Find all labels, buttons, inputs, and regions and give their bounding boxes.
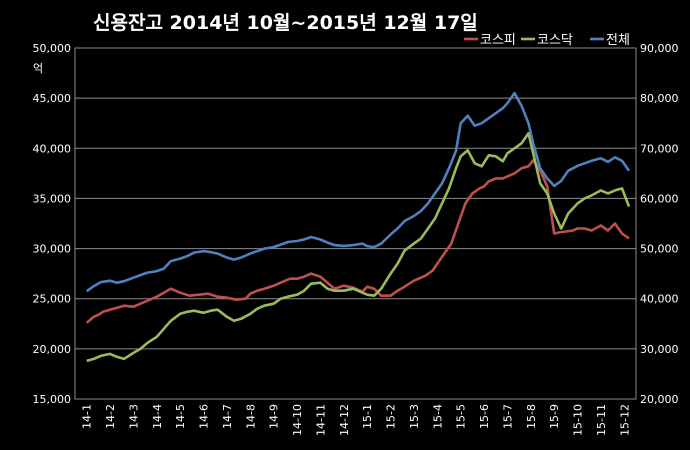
y-right-tick-label: 50,000	[640, 243, 679, 256]
x-tick-label: 14-1	[81, 404, 94, 429]
x-tick-label: 15-12	[618, 404, 631, 436]
x-axis: 14-1 14-2 14-3 14-4 14-5 14-6 14-7 14-8 14-9 14-1…	[81, 404, 632, 436]
y-axis-right: 20,000 30,000 40,000 50,000 60,000 70,000 80,0…	[640, 42, 679, 406]
x-tick-label: 15-11	[595, 404, 608, 436]
legend-label: 코스닥	[537, 33, 573, 48]
y-left-tick-label: 45,000	[33, 92, 72, 105]
x-tick-label: 15-4	[431, 404, 444, 429]
y-axis-left: 15,000 20,000 25,000 30,000 35,000 40,000 45,0…	[33, 42, 72, 406]
legend-label: 코스피	[480, 33, 516, 48]
x-tick-label: 15-5	[455, 404, 468, 429]
y-left-unit: 억	[33, 62, 43, 75]
x-tick-label: 14-4	[151, 404, 164, 429]
legend-label: 전체	[606, 33, 630, 48]
x-tick-label: 15-9	[548, 404, 561, 429]
y-left-tick-label: 20,000	[33, 343, 72, 356]
y-left-tick-label: 50,000	[33, 42, 72, 55]
y-left-tick-label: 25,000	[33, 293, 72, 306]
x-tick-label: 14-12	[338, 404, 351, 436]
y-right-tick-label: 20,000	[640, 393, 679, 406]
x-tick-label: 15-7	[501, 404, 514, 429]
series-line-전체	[85, 91, 631, 293]
x-tick-label: 14-11	[314, 404, 327, 436]
y-left-tick-label: 15,000	[33, 393, 72, 406]
y-right-tick-label: 70,000	[640, 142, 679, 155]
x-tick-label: 14-8	[244, 404, 257, 429]
x-tick-label: 15-1	[361, 404, 374, 429]
legend: 코스피 코스닥 전체	[464, 33, 630, 48]
x-tick-label: 15-2	[385, 404, 398, 429]
y-left-tick-label: 40,000	[33, 142, 72, 155]
x-tick-label: 14-6	[198, 404, 211, 429]
x-tick-label: 14-9	[268, 404, 281, 429]
x-tick-label: 15-10	[572, 404, 585, 436]
y-right-tick-label: 90,000	[640, 42, 679, 55]
y-right-tick-label: 80,000	[640, 92, 679, 105]
x-tick-label: 15-6	[478, 404, 491, 429]
y-left-tick-label: 30,000	[33, 243, 72, 256]
plot-area	[74, 47, 637, 400]
x-tick-label: 14-10	[291, 404, 304, 436]
x-tick-label: 14-2	[104, 404, 117, 429]
x-tick-label: 15-3	[408, 404, 421, 429]
y-right-tick-label: 30,000	[640, 343, 679, 356]
chart-title: 신용잔고 2014년 10월~2015년 12월 17일	[93, 12, 478, 34]
series-lines	[85, 91, 631, 363]
y-right-tick-label: 40,000	[640, 293, 679, 306]
y-right-tick-label: 60,000	[640, 192, 679, 205]
x-tick-label: 15-8	[525, 404, 538, 429]
x-tick-label: 14-5	[174, 404, 187, 429]
x-tick-label: 14-3	[127, 404, 140, 429]
gridlines	[75, 97, 636, 350]
series-line-코스닥	[86, 131, 631, 363]
x-tick-label: 14-7	[221, 404, 234, 429]
y-left-tick-label: 35,000	[33, 192, 72, 205]
